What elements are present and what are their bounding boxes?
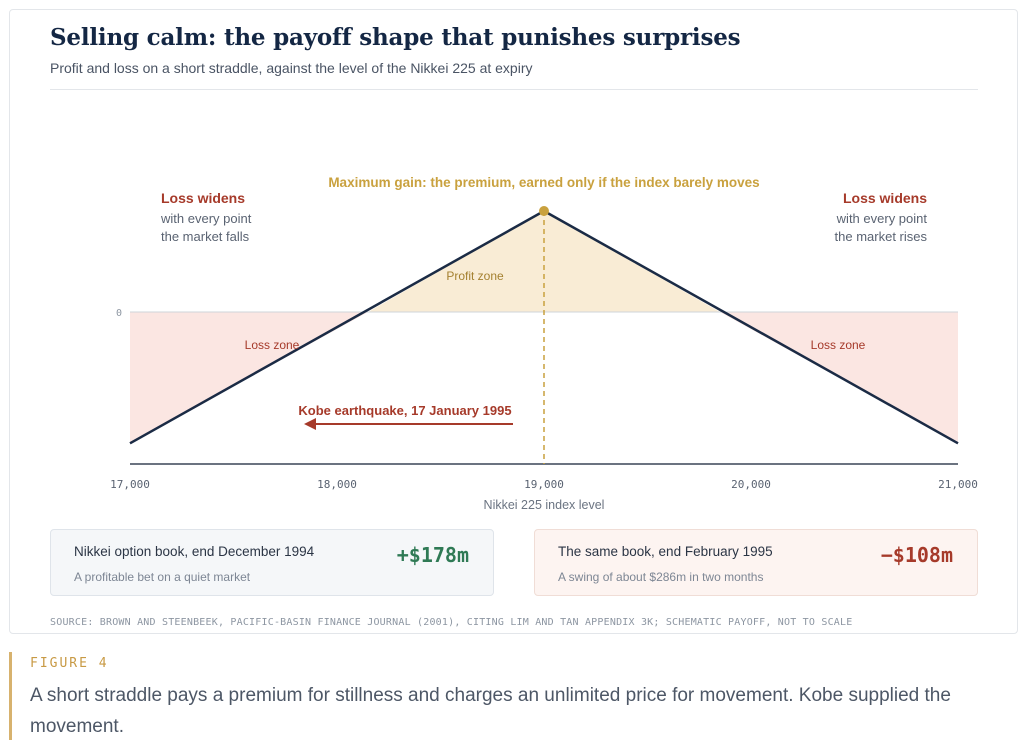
left-loss-line-2: the market falls — [161, 229, 250, 244]
december-1994-note: A profitable bet on a quiet market — [74, 570, 251, 584]
x-tick-label: 19,000 — [524, 478, 564, 491]
max-gain-point — [539, 206, 549, 216]
right-loss-line-2: the market rises — [835, 229, 928, 244]
kobe-arrow — [304, 418, 513, 430]
max-gain-label: Maximum gain: the premium, earned only i… — [328, 175, 759, 190]
chart-subtitle: Profit and loss on a short straddle, aga… — [50, 60, 533, 76]
december-1994-box: Nikkei option book, end December 1994 A … — [50, 529, 494, 596]
february-1995-box: The same book, end February 1995 A swing… — [534, 529, 978, 596]
left-loss-heading: Loss widens — [161, 190, 245, 206]
profit-zone-fill — [368, 211, 720, 312]
kobe-arrow-head — [304, 418, 316, 430]
x-tick-label: 20,000 — [731, 478, 771, 491]
chart-title: Selling calm: the payoff shape that puni… — [50, 24, 741, 51]
figure-accent-bar — [9, 652, 12, 740]
december-1994-label: Nikkei option book, end December 1994 — [74, 544, 315, 559]
loss-zone-right-label: Loss zone — [811, 338, 866, 352]
december-1994-value: +$178m — [396, 543, 469, 567]
right-loss-heading: Loss widens — [843, 190, 927, 206]
source-note: SOURCE: BROWN AND STEENBEEK, PACIFIC-BAS… — [50, 617, 853, 628]
left-loss-line-1: with every point — [160, 211, 252, 226]
payoff-chart: 0 Maximum gain: the premium, earned only… — [110, 175, 978, 512]
kobe-event-label: Kobe earthquake, 17 January 1995 — [298, 403, 511, 418]
x-tick-label: 21,000 — [938, 478, 978, 491]
x-axis-label: Nikkei 225 index level — [484, 498, 605, 512]
figure-label: FIGURE 4 — [30, 656, 109, 671]
x-tick-label: 17,000 — [110, 478, 150, 491]
y-tick-zero: 0 — [116, 308, 122, 319]
x-tick-labels: 17,000 18,000 19,000 20,000 21,000 — [110, 478, 978, 491]
figure-caption: A short straddle pays a premium for stil… — [30, 685, 951, 737]
february-1995-note: A swing of about $286m in two months — [558, 570, 764, 584]
x-tick-label: 18,000 — [317, 478, 357, 491]
february-1995-label: The same book, end February 1995 — [558, 544, 773, 559]
loss-zone-left-label: Loss zone — [245, 338, 300, 352]
header-divider — [50, 89, 978, 90]
right-loss-line-1: with every point — [836, 211, 928, 226]
february-1995-value: −$108m — [880, 543, 953, 567]
profit-zone-label: Profit zone — [446, 269, 504, 283]
